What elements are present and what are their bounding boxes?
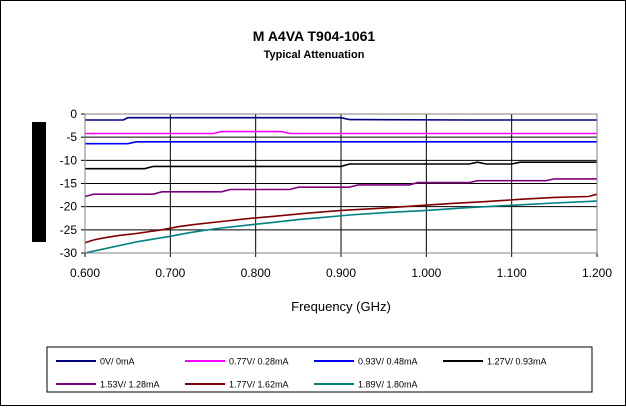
x-axis-label: Frequency (GHz) [291, 299, 391, 314]
series-line [85, 141, 597, 145]
legend-item: 1.89V/ 1.80mA [314, 380, 418, 390]
chart-title: M A4VA T904-1061 [253, 28, 376, 44]
y-tick-label: -25 [60, 223, 78, 237]
series-line [85, 161, 597, 170]
chart-subtitle: Typical Attenuation [264, 49, 365, 61]
y-tick-label: -10 [60, 153, 78, 167]
y-tick-label: -30 [60, 246, 78, 260]
legend: 0V/ 0mA 0.77V/ 0.28mA 0.93V/ 0.48mA 1.27V/ … [56, 357, 547, 390]
legend-label: 0.77V/ 0.28mA [229, 357, 289, 367]
x-tick-labels: 0.600 0.700 0.800 0.900 1.000 1.100 1.200 [70, 266, 612, 280]
grid-lines [81, 113, 598, 257]
legend-label: 1.89V/ 1.80mA [358, 380, 418, 390]
y-tick-label: -5 [66, 130, 77, 144]
series-line [84, 178, 597, 198]
x-tick-label: 1.200 [582, 266, 612, 280]
legend-label: 1.77V/ 1.62mA [229, 380, 289, 390]
legend-label: 1.27V/ 0.93mA [487, 357, 547, 367]
legend-item: 1.27V/ 0.93mA [443, 357, 547, 367]
x-tick-label: 1.100 [497, 266, 527, 280]
x-tick-label: 0.600 [70, 266, 100, 280]
x-tick-label: 0.900 [326, 266, 356, 280]
plot-area-border [84, 113, 598, 254]
legend-item: 0.77V/ 0.28mA [185, 357, 289, 367]
y-tick-label: -20 [60, 200, 78, 214]
y-tick-labels: 0 -5 -10 -15 -20 -25 -30 [60, 107, 78, 260]
legend-label: 1.53V/ 1.28mA [100, 380, 160, 390]
legend-item: 1.77V/ 1.62mA [185, 380, 289, 390]
legend-label: 0.93V/ 0.48mA [358, 357, 418, 367]
y-axis-black-block [32, 122, 46, 242]
series-line [85, 116, 597, 121]
legend-item: 0.93V/ 0.48mA [314, 357, 418, 367]
series-line [84, 200, 598, 254]
x-tick-label: 0.800 [241, 266, 271, 280]
series-line [85, 130, 597, 135]
legend-item: 0V/ 0mA [56, 357, 135, 367]
y-tick-label: -15 [60, 177, 78, 191]
legend-label: 0V/ 0mA [100, 357, 135, 367]
y-tick-label: 0 [70, 107, 77, 121]
series-lines [84, 116, 598, 254]
series-line [84, 193, 598, 244]
legend-item: 1.53V/ 1.28mA [56, 380, 160, 390]
x-tick-label: 1.000 [411, 266, 441, 280]
x-tick-label: 0.700 [155, 266, 185, 280]
